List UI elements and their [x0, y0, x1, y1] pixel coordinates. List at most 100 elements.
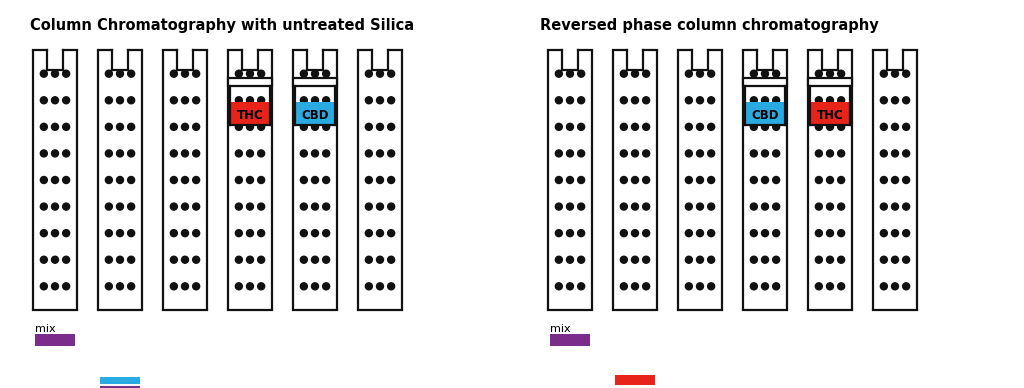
Circle shape — [566, 97, 573, 104]
Circle shape — [902, 97, 909, 104]
Circle shape — [566, 150, 573, 157]
Circle shape — [751, 97, 758, 104]
Circle shape — [105, 177, 113, 184]
Circle shape — [62, 177, 70, 184]
Bar — [98, 50, 142, 310]
Circle shape — [621, 203, 628, 210]
Circle shape — [377, 283, 384, 290]
Circle shape — [323, 177, 330, 184]
Circle shape — [838, 97, 845, 104]
Circle shape — [643, 230, 649, 237]
Circle shape — [388, 256, 394, 263]
Circle shape — [578, 230, 585, 237]
Circle shape — [696, 150, 703, 157]
Circle shape — [193, 150, 200, 157]
Circle shape — [708, 283, 715, 290]
Circle shape — [258, 70, 264, 77]
Circle shape — [117, 177, 124, 184]
Circle shape — [181, 283, 188, 290]
Circle shape — [62, 150, 70, 157]
Circle shape — [685, 123, 692, 130]
Circle shape — [193, 230, 200, 237]
Circle shape — [892, 97, 898, 104]
Circle shape — [708, 70, 715, 77]
Circle shape — [826, 256, 834, 263]
Circle shape — [258, 123, 264, 130]
Circle shape — [643, 256, 649, 263]
Circle shape — [388, 283, 394, 290]
Circle shape — [236, 256, 243, 263]
Circle shape — [815, 203, 822, 210]
Circle shape — [621, 97, 628, 104]
Circle shape — [105, 123, 113, 130]
Circle shape — [311, 177, 318, 184]
Circle shape — [685, 256, 692, 263]
Circle shape — [258, 283, 264, 290]
Circle shape — [62, 70, 70, 77]
Circle shape — [762, 230, 768, 237]
Circle shape — [311, 123, 318, 130]
Circle shape — [578, 97, 585, 104]
Circle shape — [892, 70, 898, 77]
Circle shape — [377, 256, 384, 263]
Circle shape — [555, 177, 562, 184]
Circle shape — [902, 177, 909, 184]
Circle shape — [236, 70, 243, 77]
Circle shape — [300, 70, 307, 77]
Circle shape — [170, 70, 177, 77]
Circle shape — [236, 230, 243, 237]
Circle shape — [762, 203, 768, 210]
Circle shape — [40, 70, 47, 77]
Bar — [293, 50, 337, 310]
Circle shape — [838, 230, 845, 237]
Circle shape — [170, 177, 177, 184]
Circle shape — [377, 230, 384, 237]
Circle shape — [773, 256, 779, 263]
Circle shape — [773, 97, 779, 104]
Circle shape — [578, 70, 585, 77]
Bar — [293, 78, 337, 86]
Circle shape — [826, 70, 834, 77]
Circle shape — [621, 283, 628, 290]
Circle shape — [578, 123, 585, 130]
Text: CBD: CBD — [301, 109, 329, 122]
Circle shape — [902, 230, 909, 237]
Circle shape — [838, 256, 845, 263]
Circle shape — [236, 203, 243, 210]
Circle shape — [377, 177, 384, 184]
Circle shape — [815, 230, 822, 237]
Circle shape — [632, 123, 639, 130]
Circle shape — [181, 203, 188, 210]
Circle shape — [51, 177, 58, 184]
Bar — [358, 50, 402, 310]
Circle shape — [902, 123, 909, 130]
Circle shape — [117, 70, 124, 77]
Circle shape — [751, 203, 758, 210]
Circle shape — [881, 150, 888, 157]
Circle shape — [193, 177, 200, 184]
Circle shape — [555, 97, 562, 104]
Circle shape — [815, 256, 822, 263]
Circle shape — [170, 123, 177, 130]
Circle shape — [117, 203, 124, 210]
Circle shape — [566, 177, 573, 184]
Circle shape — [826, 123, 834, 130]
Circle shape — [773, 230, 779, 237]
Circle shape — [555, 283, 562, 290]
Circle shape — [815, 70, 822, 77]
Circle shape — [247, 177, 254, 184]
Circle shape — [773, 150, 779, 157]
Circle shape — [838, 177, 845, 184]
Circle shape — [892, 230, 898, 237]
Circle shape — [621, 123, 628, 130]
Circle shape — [708, 97, 715, 104]
Circle shape — [826, 203, 834, 210]
Circle shape — [62, 256, 70, 263]
Circle shape — [773, 123, 779, 130]
Circle shape — [117, 230, 124, 237]
Circle shape — [128, 230, 134, 237]
Circle shape — [193, 203, 200, 210]
Circle shape — [881, 70, 888, 77]
Circle shape — [323, 256, 330, 263]
Bar — [228, 78, 272, 86]
